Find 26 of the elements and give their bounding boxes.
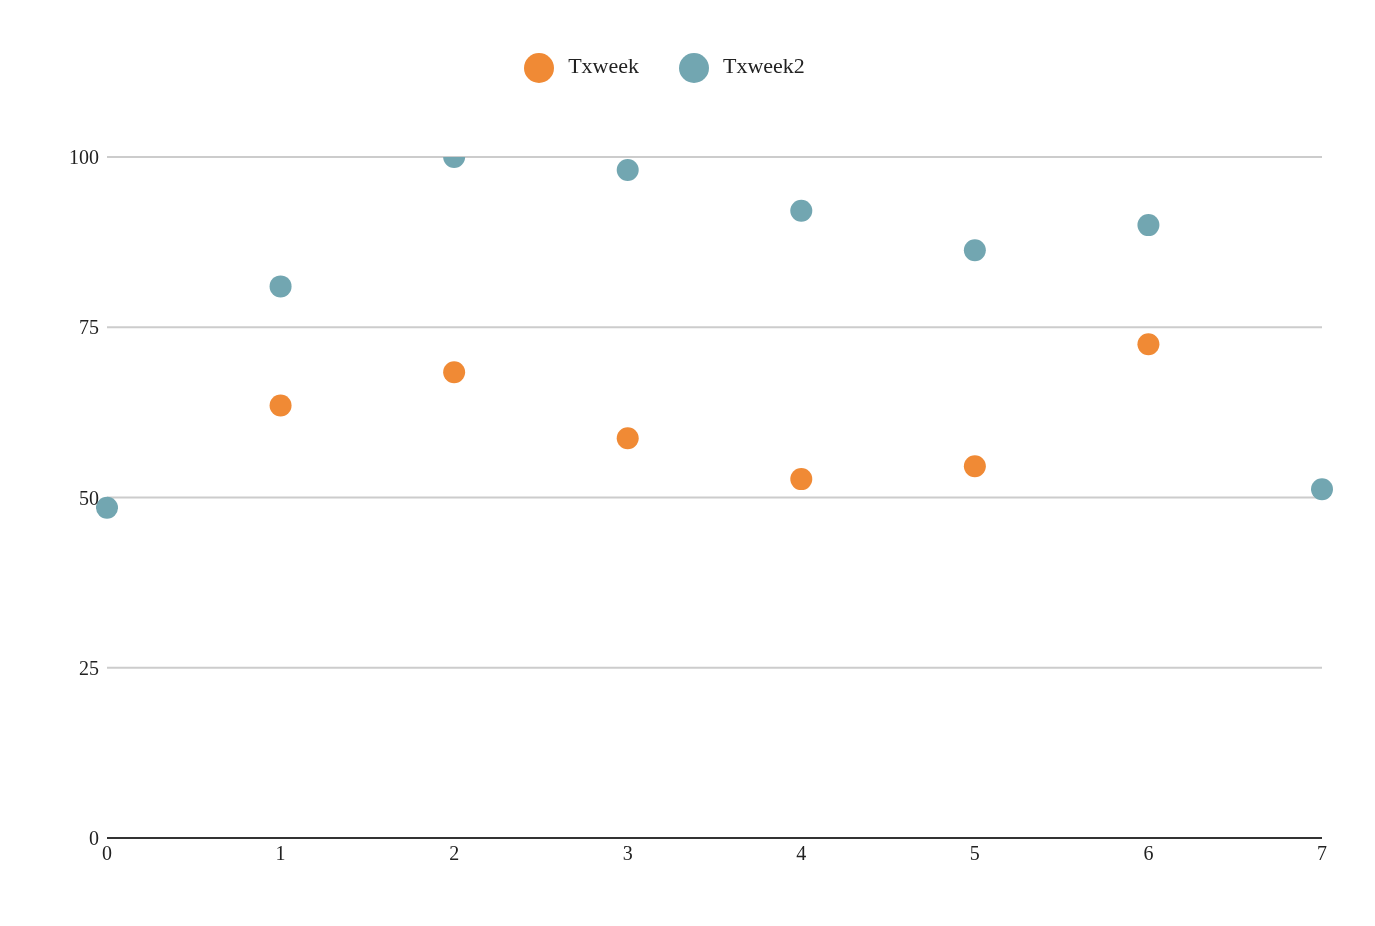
point: [269, 275, 292, 298]
x-tick-label: 7: [1317, 842, 1327, 865]
point: [790, 199, 813, 222]
point: [616, 158, 639, 181]
point: [443, 361, 466, 384]
x-tick-label: 6: [1143, 842, 1154, 865]
x-tick-label: 2: [449, 842, 460, 865]
point: [963, 455, 986, 478]
y-tick-label: 75: [79, 316, 99, 339]
point: [1137, 333, 1160, 356]
legend-label: Txweek2: [723, 53, 805, 79]
point: [1311, 478, 1333, 501]
point: [790, 468, 813, 491]
y-tick-label: 0: [89, 827, 99, 850]
x-tick-label: 1: [275, 842, 286, 865]
point: [1137, 214, 1160, 237]
point: [269, 394, 292, 417]
x-tick-label: 3: [622, 842, 633, 865]
y-tick-label: 50: [79, 486, 99, 509]
x-tick-label: 4: [796, 842, 807, 865]
y-tick-label: 100: [69, 146, 99, 169]
legend-label: Txweek: [568, 53, 639, 79]
point: [963, 239, 986, 262]
point: [616, 427, 639, 450]
y-tick-label: 25: [79, 656, 99, 679]
x-tick-label: 5: [969, 842, 980, 865]
